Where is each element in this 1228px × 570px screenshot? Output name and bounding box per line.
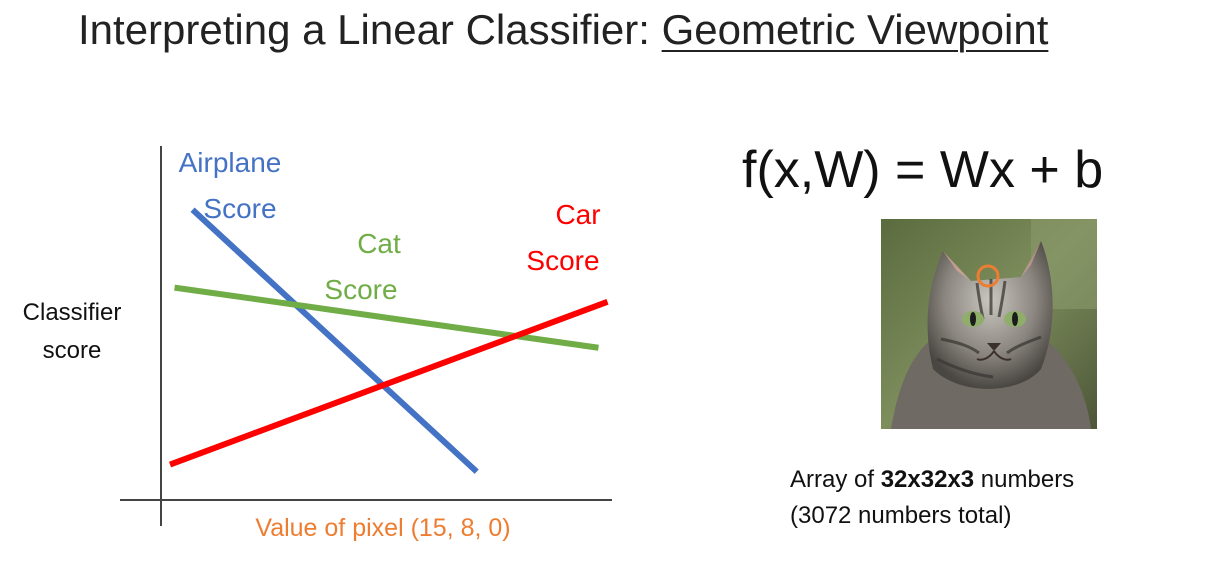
title-emphasis: Geometric Viewpoint — [661, 6, 1049, 53]
car-score-line — [168, 298, 609, 468]
title-prefix: Interpreting a Linear Classifier: — [78, 6, 662, 53]
car-score-label: Car Score — [508, 192, 618, 284]
airplane-score-line — [190, 207, 479, 474]
linear-classifier-chart — [120, 146, 612, 526]
y-axis-label-line1: Classifier — [22, 299, 122, 326]
cat-score-line — [174, 284, 599, 351]
linear-classifier-formula: f(x,W) = Wx + b — [742, 141, 1104, 199]
car-label-line1: Car — [555, 199, 601, 230]
caption-line2: (3072 numbers total) — [790, 502, 1012, 529]
x-axis-label: Value of pixel (15, 8, 0) — [255, 514, 511, 542]
caption-bold: 32x32x3 — [880, 466, 975, 493]
series-lines — [168, 207, 609, 474]
cat-score-label: Cat Score — [306, 221, 416, 313]
airplane-label-line1: Airplane — [178, 147, 282, 178]
array-caption: Array of 32x32x3 numbers (3072 numbers t… — [790, 462, 1074, 534]
caption-suffix: numbers — [974, 466, 1075, 493]
y-axis-label-line2: score — [42, 337, 102, 364]
caption-line1: Array of 32x32x3 numbers — [790, 462, 1074, 498]
cat-photo — [881, 219, 1097, 429]
caption-prefix: Array of — [790, 466, 881, 493]
airplane-score-label: Airplane Score — [160, 140, 300, 232]
car-label-line2: Score — [526, 245, 600, 276]
cat-label-line1: Cat — [357, 228, 401, 259]
slide-title: Interpreting a Linear Classifier: Geomet… — [78, 6, 1228, 54]
y-axis-label: Classifier score — [2, 294, 142, 370]
pixel-marker-circle — [976, 264, 1000, 288]
airplane-label-line2: Score — [203, 193, 277, 224]
cat-label-line2: Score — [324, 274, 398, 305]
cat-photo-drawing — [881, 219, 1097, 429]
